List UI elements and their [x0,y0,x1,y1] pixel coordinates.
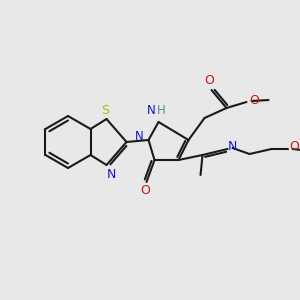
Text: O: O [290,140,299,154]
Text: H: H [157,104,166,118]
Text: O: O [250,94,260,106]
Text: N: N [228,140,237,154]
Text: O: O [141,184,151,197]
Text: N: N [135,130,144,142]
Text: N: N [107,167,116,181]
Text: N: N [147,104,156,118]
Text: S: S [101,103,110,116]
Text: O: O [205,74,214,88]
